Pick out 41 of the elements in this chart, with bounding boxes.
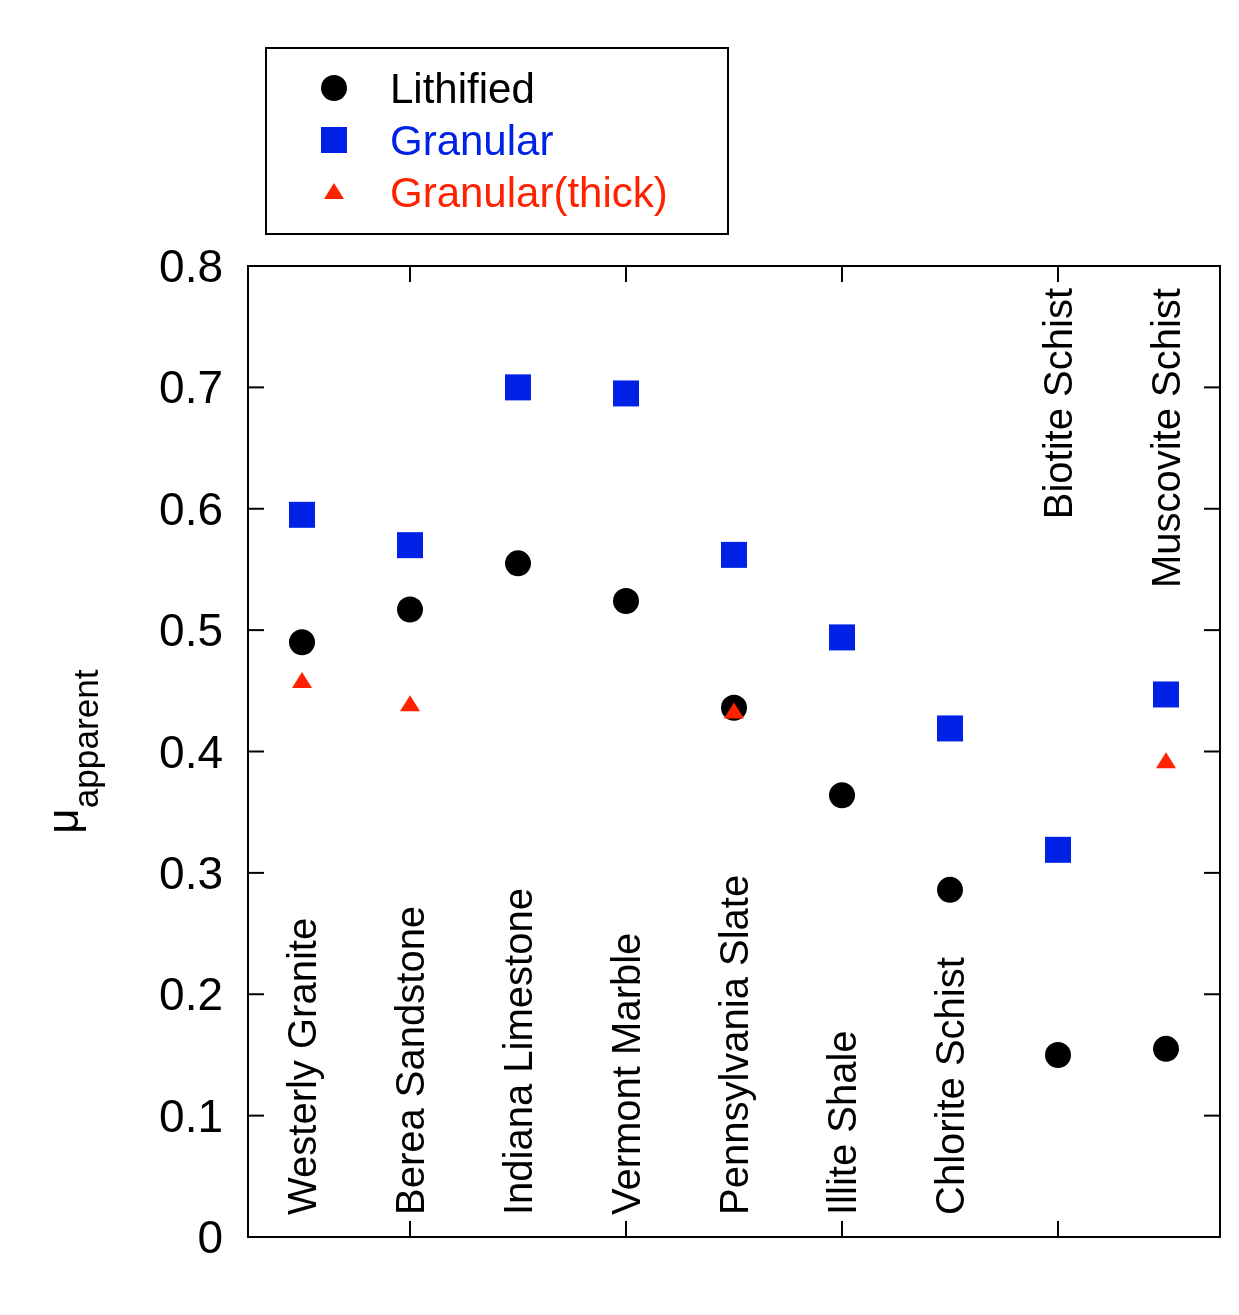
x-tick-label: Chlorite Schist	[928, 957, 972, 1215]
point	[400, 695, 420, 712]
point	[829, 624, 855, 651]
x-tick-label: Berea Sandstone	[388, 905, 432, 1215]
point	[397, 532, 423, 559]
point	[1153, 1035, 1179, 1062]
y-tick-label: 0.8	[159, 240, 223, 293]
x-tick-label: Pennsylvania Slate	[712, 874, 756, 1215]
point	[937, 715, 963, 742]
legend-label: Granular	[390, 116, 554, 164]
x-tick-label: Indiana Limestone	[496, 888, 540, 1215]
point	[721, 541, 747, 568]
point	[613, 588, 639, 614]
point	[397, 596, 423, 623]
x-tick-label: Biotite Schist	[1036, 288, 1080, 520]
y-tick-label: 0.6	[159, 482, 223, 535]
point	[292, 672, 312, 689]
x-tick-label: Illite Shale	[820, 1030, 864, 1215]
x-tick-label: Westerly Granite	[280, 917, 324, 1215]
y-tick-label: 0.7	[159, 361, 223, 414]
point	[1153, 681, 1179, 708]
point	[937, 876, 963, 903]
point	[1045, 836, 1071, 863]
y-tick-label: 0.4	[159, 725, 223, 778]
y-tick-label: 0.2	[159, 968, 223, 1021]
point	[289, 501, 315, 528]
y-tick-label: 0.5	[159, 604, 223, 657]
point	[505, 550, 531, 577]
point	[829, 782, 855, 809]
point	[289, 629, 315, 656]
y-tick-label: 0.1	[159, 1089, 223, 1142]
x-tick-label: Muscovite Schist	[1144, 288, 1188, 589]
y-tick-label: 0.3	[159, 846, 223, 899]
point	[1045, 1041, 1071, 1068]
y-tick-label: 0	[197, 1211, 223, 1264]
point	[1156, 752, 1176, 769]
x-tick-label: Vermont Marble	[604, 932, 648, 1215]
point	[505, 374, 531, 401]
legend-label: Granular(thick)	[390, 168, 668, 216]
legend-label: Lithified	[390, 64, 535, 112]
point	[613, 380, 639, 407]
